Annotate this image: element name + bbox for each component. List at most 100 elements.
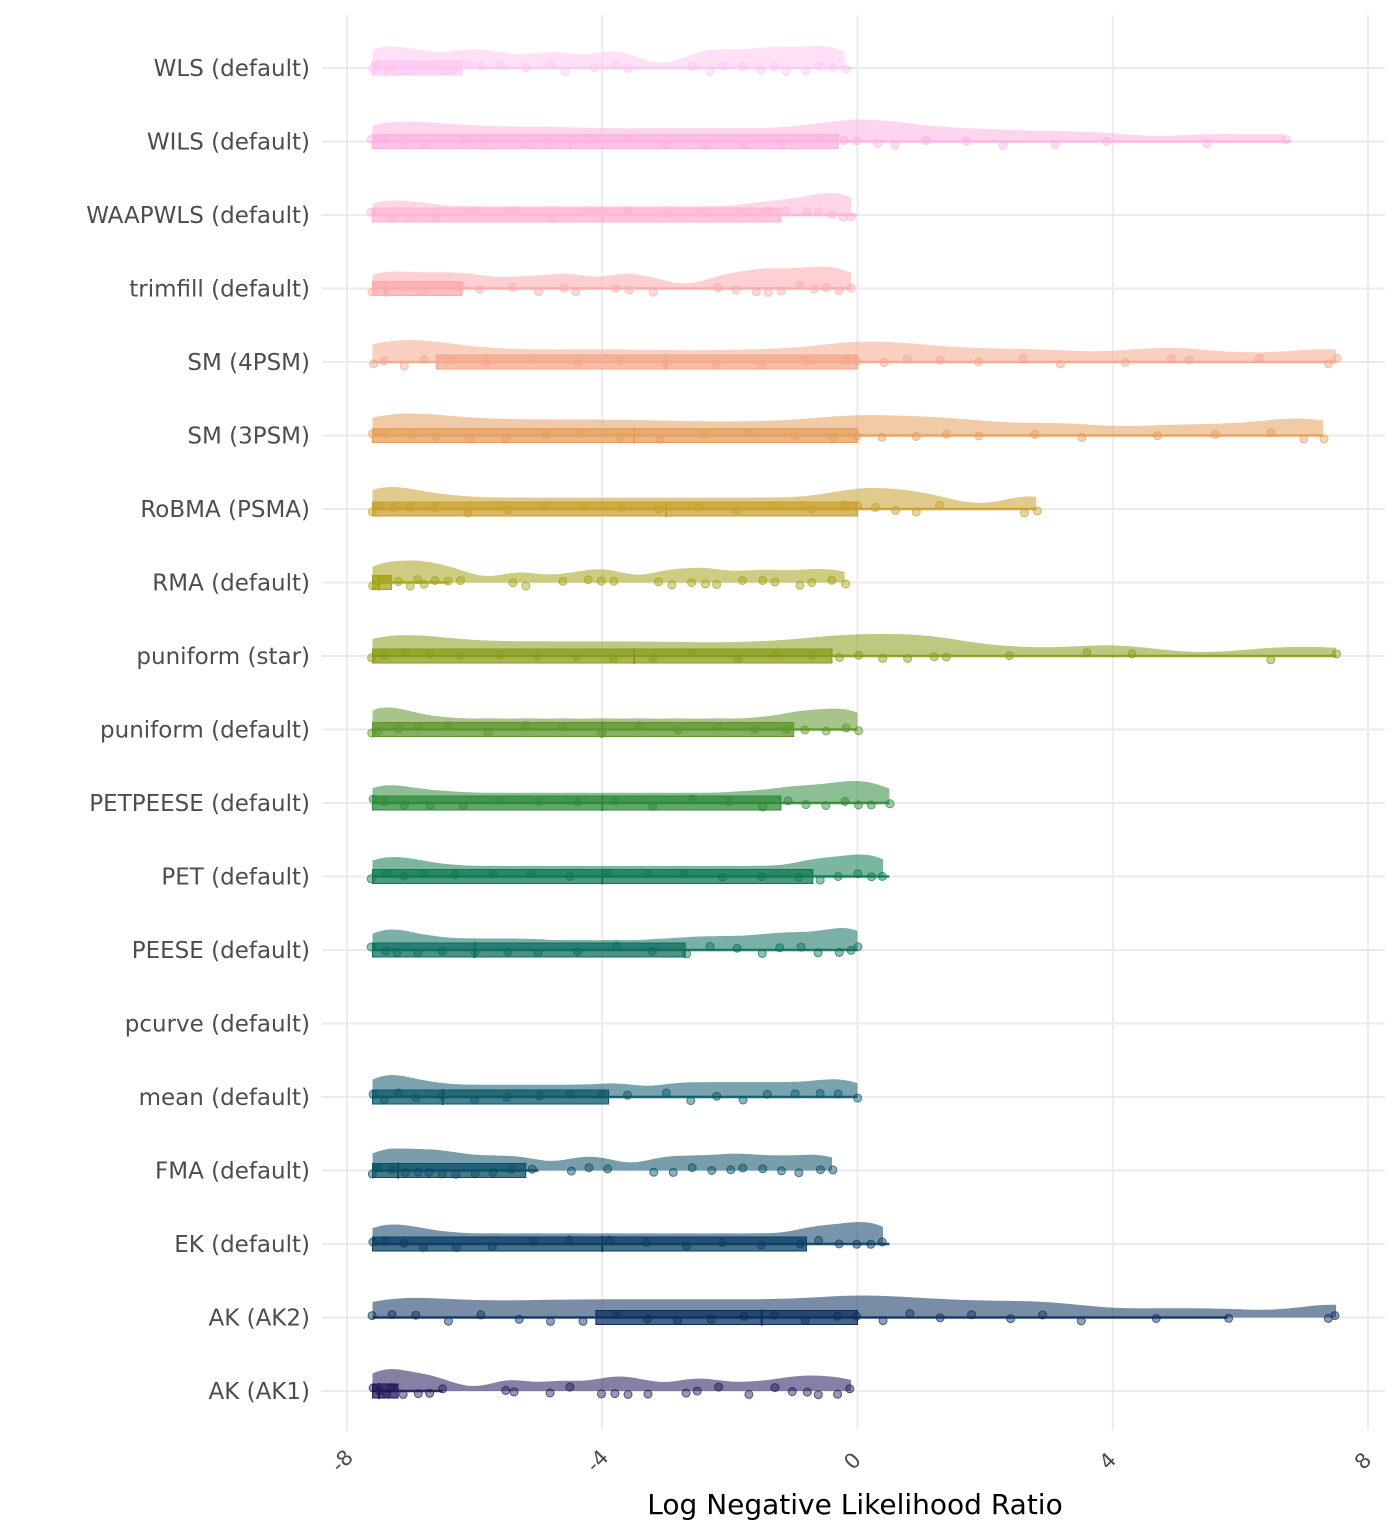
data-point	[464, 60, 474, 70]
data-point	[929, 652, 939, 662]
data-point	[443, 576, 453, 586]
data-point	[367, 287, 377, 297]
data-point	[815, 1089, 825, 1098]
data-point	[738, 1095, 748, 1105]
data-point	[529, 1236, 538, 1246]
data-point	[424, 1167, 434, 1177]
x-tick-label: -8	[326, 1445, 358, 1477]
data-point	[366, 874, 376, 884]
data-point	[437, 946, 447, 956]
data-point	[374, 501, 384, 511]
data-point	[596, 1089, 606, 1099]
data-point	[1055, 359, 1065, 369]
data-point	[437, 1169, 447, 1179]
data-point	[840, 500, 850, 510]
data-point	[610, 1389, 620, 1399]
data-point	[508, 283, 518, 292]
data-point	[603, 1164, 613, 1174]
data-point	[1018, 353, 1028, 363]
data-point	[751, 287, 761, 297]
data-point	[387, 1165, 397, 1175]
data-point	[686, 1096, 696, 1106]
data-point	[840, 796, 850, 806]
data-point	[458, 135, 468, 145]
data-point	[413, 1167, 423, 1177]
data-point	[870, 502, 880, 512]
data-point	[1184, 355, 1194, 365]
data-point	[790, 432, 800, 441]
data-point	[814, 133, 824, 143]
data-point	[578, 501, 588, 511]
x-tick-label: 8	[1350, 1448, 1376, 1474]
data-point	[634, 721, 644, 731]
data-point	[935, 500, 944, 510]
data-point	[546, 1316, 555, 1326]
data-point	[400, 1168, 410, 1178]
data-point	[834, 947, 844, 957]
data-point	[526, 869, 536, 879]
data-point	[1210, 430, 1220, 440]
data-point	[609, 653, 619, 663]
data-point	[701, 579, 710, 589]
y-tick-label: trimfill (default)	[129, 277, 310, 303]
data-point	[711, 359, 721, 369]
data-point	[464, 434, 474, 444]
data-point	[623, 206, 633, 216]
data-point	[368, 1089, 378, 1099]
data-point	[623, 63, 632, 73]
data-point	[488, 869, 498, 879]
data-point	[380, 133, 390, 143]
data-point	[605, 1235, 614, 1245]
data-point	[494, 795, 504, 805]
data-point	[405, 66, 414, 76]
box-iqr	[372, 648, 833, 664]
data-point	[682, 949, 692, 959]
data-point	[802, 1387, 812, 1397]
data-point	[794, 1168, 804, 1178]
data-point	[974, 431, 984, 441]
data-point	[379, 356, 389, 366]
data-point	[781, 66, 791, 76]
data-point	[443, 721, 453, 731]
data-point	[921, 135, 931, 145]
data-point	[623, 1390, 633, 1399]
data-point	[724, 797, 734, 806]
data-point	[866, 1239, 876, 1249]
data-point	[470, 947, 480, 957]
box-iqr	[372, 281, 463, 296]
data-point	[398, 136, 408, 146]
data-point	[877, 1237, 887, 1247]
data-point	[373, 576, 382, 586]
data-point	[573, 357, 583, 367]
data-point	[508, 578, 518, 588]
data-point	[853, 501, 863, 511]
data-point	[476, 61, 486, 71]
data-point	[368, 429, 378, 439]
data-point	[521, 63, 531, 73]
data-point	[483, 728, 493, 737]
data-point	[744, 1389, 754, 1399]
data-point	[425, 1388, 435, 1398]
data-point	[399, 282, 409, 292]
data-point	[821, 726, 831, 736]
box-iqr	[372, 869, 814, 884]
data-point	[834, 286, 844, 296]
data-point	[681, 1388, 691, 1398]
data-point	[688, 794, 698, 804]
x-tick-label: 4	[1095, 1448, 1121, 1474]
box-iqr	[372, 1089, 610, 1105]
data-point	[660, 210, 670, 220]
data-point	[534, 1091, 544, 1101]
data-point	[387, 212, 397, 222]
data-point	[560, 67, 570, 77]
y-tick-label: WILS (default)	[147, 130, 310, 156]
data-point	[584, 1163, 594, 1173]
data-point	[867, 872, 876, 882]
y-tick-label: PETPEESE (default)	[89, 791, 310, 817]
data-point	[762, 1089, 772, 1099]
data-point	[879, 358, 889, 367]
data-point	[394, 1088, 404, 1098]
data-point	[846, 945, 856, 955]
data-point	[712, 1091, 722, 1101]
data-point	[1319, 434, 1329, 444]
